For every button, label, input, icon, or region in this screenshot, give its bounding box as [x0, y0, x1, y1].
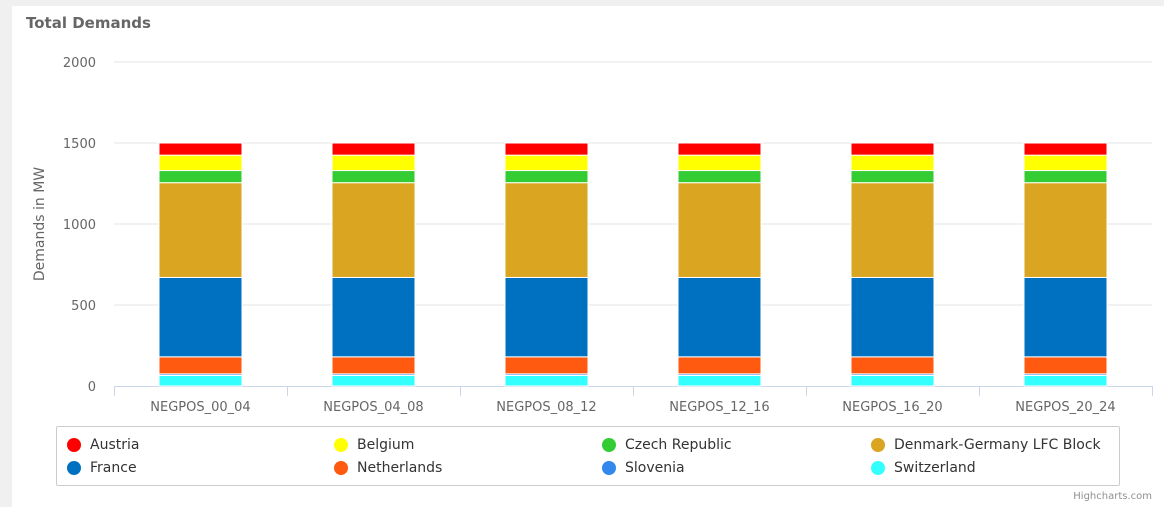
bar-segment-czech-republic[interactable] [850, 170, 935, 184]
bar-segment-belgium[interactable] [331, 154, 416, 172]
bar-segment-czech-republic[interactable] [677, 170, 762, 184]
bar-segment-denmark-germany-lfc-block[interactable] [158, 182, 243, 278]
bar-segment-austria[interactable] [850, 142, 935, 156]
bar-segment-switzerland[interactable] [1023, 374, 1108, 387]
legend-label: Switzerland [894, 460, 976, 476]
legend-label: Belgium [357, 437, 415, 453]
bar-segment-belgium[interactable] [677, 154, 762, 172]
bar-segment-denmark-germany-lfc-block[interactable] [504, 182, 589, 278]
y-tick-label: 1500 [63, 137, 96, 152]
x-tick-label: NEGPOS_20_24 [1015, 400, 1115, 415]
legend-label: Czech Republic [625, 437, 732, 453]
x-tick-label: NEGPOS_08_12 [496, 400, 596, 415]
bar-segment-denmark-germany-lfc-block[interactable] [1023, 182, 1108, 278]
bar-segment-switzerland[interactable] [677, 374, 762, 387]
y-tick-label: 0 [88, 380, 96, 395]
legend-label: Netherlands [357, 460, 443, 476]
legend-marker [334, 438, 348, 452]
bar-segment-switzerland[interactable] [850, 374, 935, 387]
bar-segment-netherlands[interactable] [1023, 356, 1108, 375]
x-tick-label: NEGPOS_00_04 [150, 400, 250, 415]
bar-segment-belgium[interactable] [158, 154, 243, 172]
x-tick-label: NEGPOS_16_20 [842, 400, 942, 415]
bar-segment-france[interactable] [158, 276, 243, 358]
y-tick-label: 500 [71, 299, 96, 314]
legend-label: Austria [90, 437, 140, 453]
bar-segment-switzerland[interactable] [331, 374, 416, 387]
bar-segment-denmark-germany-lfc-block[interactable] [331, 182, 416, 278]
legend-item[interactable]: France [67, 458, 137, 478]
plot-area: 0 500 1000 1500 2000 Demands in MW NEGPOS_00_0… [32, 56, 1153, 415]
bar-segment-france[interactable] [1023, 276, 1108, 358]
y-tick-label: 1000 [63, 218, 96, 233]
bar-segment-switzerland[interactable] [158, 374, 243, 387]
bar-segment-austria[interactable] [677, 142, 762, 156]
chart-title: Total Demands [26, 14, 151, 32]
bar-segment-czech-republic[interactable] [504, 170, 589, 184]
y-tick-label: 2000 [63, 56, 96, 71]
bar-segment-denmark-germany-lfc-block[interactable] [850, 182, 935, 278]
bar-segment-czech-republic[interactable] [1023, 170, 1108, 184]
bar-segment-netherlands[interactable] [158, 356, 243, 375]
legend-item[interactable]: Belgium [334, 435, 414, 455]
legend-item[interactable]: Austria [67, 435, 139, 455]
bar-segment-netherlands[interactable] [504, 356, 589, 375]
legend-marker [67, 461, 81, 475]
bar-segment-netherlands[interactable] [677, 356, 762, 375]
legend-marker [871, 461, 885, 475]
legend-marker [334, 461, 348, 475]
credits-link[interactable]: Highcharts.com [1073, 491, 1152, 502]
bar-segment-france[interactable] [504, 276, 589, 358]
bar-segment-austria[interactable] [1023, 142, 1108, 156]
legend-marker [602, 461, 616, 475]
bar-segment-austria[interactable] [331, 142, 416, 156]
x-tick-label: NEGPOS_12_16 [669, 400, 769, 415]
legend-label: France [90, 460, 137, 476]
bar-segment-france[interactable] [331, 276, 416, 358]
bar-segment-belgium[interactable] [504, 154, 589, 172]
bar-segment-austria[interactable] [504, 142, 589, 156]
bar-segment-austria[interactable] [158, 142, 243, 156]
bar-segment-france[interactable] [850, 276, 935, 358]
x-tick-label: NEGPOS_04_08 [323, 400, 423, 415]
y-axis-title: Demands in MW [32, 167, 48, 281]
legend-item[interactable]: Slovenia [602, 458, 685, 478]
legend-item[interactable]: Czech Republic [602, 435, 732, 455]
legend-item[interactable]: Netherlands [334, 458, 442, 478]
legend-item[interactable]: Switzerland [871, 458, 976, 478]
bar-segment-netherlands[interactable] [331, 356, 416, 375]
bar-segment-netherlands[interactable] [850, 356, 935, 375]
bar-segment-czech-republic[interactable] [158, 170, 243, 184]
bar-segment-france[interactable] [677, 276, 762, 358]
legend-label: Slovenia [625, 460, 685, 476]
legend: Austria Belgium Czech Republic Denmark-Germ… [56, 426, 1120, 486]
legend-item[interactable]: Denmark-Germany LFC Block [871, 435, 1101, 455]
legend-label: Denmark-Germany LFC Block [894, 437, 1101, 453]
legend-marker [871, 438, 885, 452]
bar-segment-czech-republic[interactable] [331, 170, 416, 184]
bar-segment-switzerland[interactable] [504, 374, 589, 387]
bar-segment-belgium[interactable] [850, 154, 935, 172]
bar-segment-belgium[interactable] [1023, 154, 1108, 172]
legend-marker [602, 438, 616, 452]
legend-marker [67, 438, 81, 452]
bar-segment-denmark-germany-lfc-block[interactable] [677, 182, 762, 278]
